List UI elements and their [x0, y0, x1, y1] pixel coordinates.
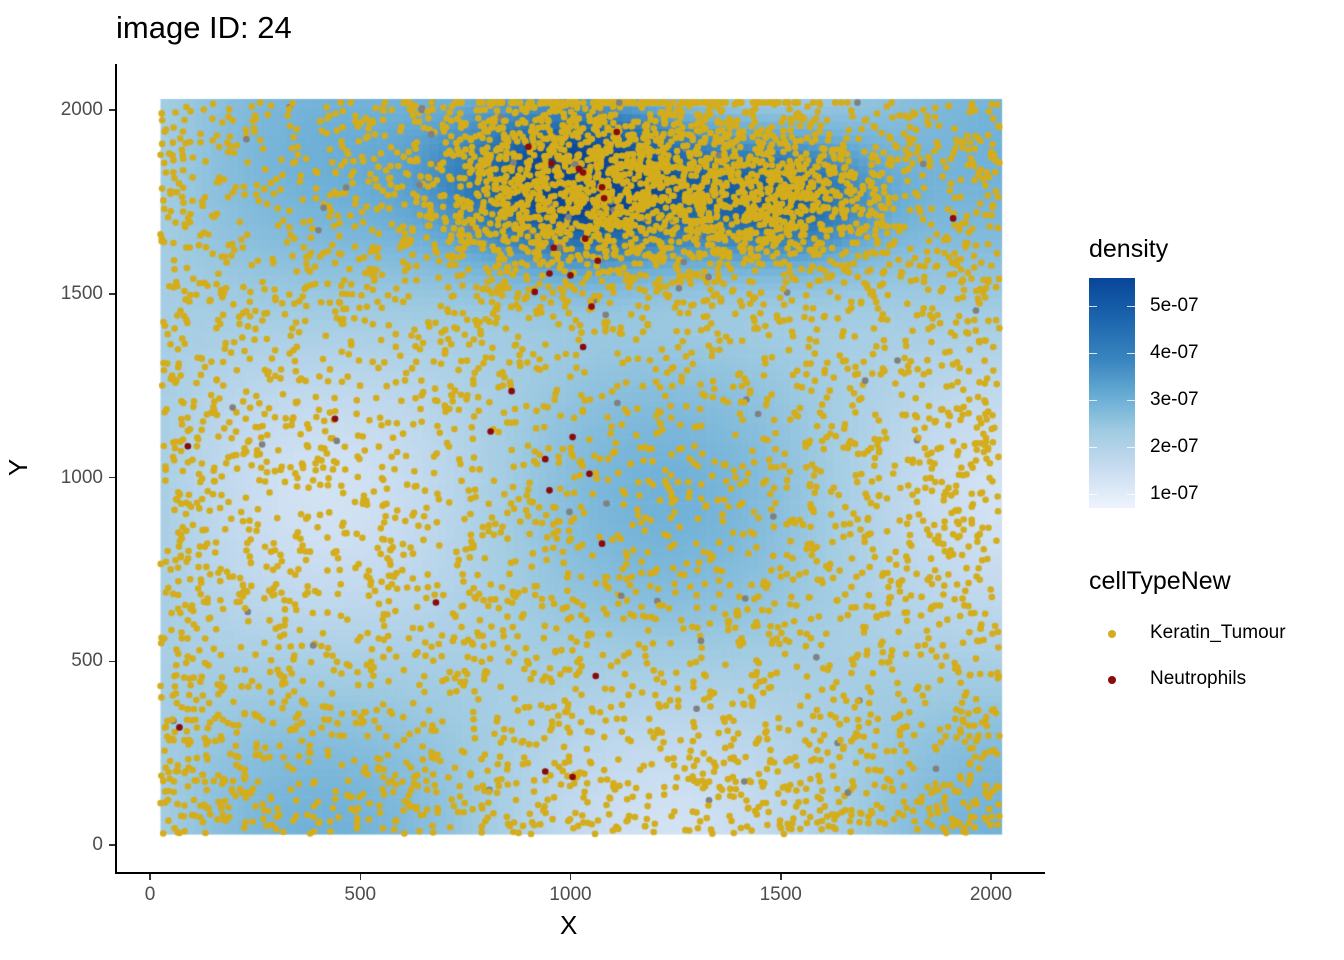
density-legend-label: 4e-07: [1150, 342, 1199, 363]
y-axis-line: [115, 64, 117, 873]
y-axis-title: Y: [3, 458, 34, 477]
density-legend-tick: [1089, 494, 1097, 495]
y-tick-label: 1000: [60, 466, 103, 488]
density-legend-tick: [1127, 447, 1135, 448]
x-tick-label: 1500: [759, 884, 802, 905]
x-tick-mark: [780, 874, 782, 880]
density-legend-tick: [1127, 306, 1135, 307]
x-tick-label: 1000: [549, 884, 592, 905]
y-tick-label: 500: [71, 650, 103, 672]
y-tick-mark: [109, 109, 115, 111]
x-tick-mark: [569, 874, 572, 880]
legend-neutrophils-dot: [1108, 676, 1116, 684]
x-tick-label: 2000: [969, 884, 1013, 905]
density-legend-tick: [1127, 353, 1135, 354]
density-colorbar: [1089, 278, 1135, 508]
x-tick-mark: [149, 874, 151, 880]
chart-title: image ID: 24: [116, 10, 292, 45]
y-tick-label: 2000: [60, 99, 103, 120]
y-tick-mark: [109, 660, 115, 662]
x-tick-label: 0: [144, 884, 156, 905]
celltype-legend-title: cellTypeNew: [1089, 567, 1231, 595]
density-legend-label: 2e-07: [1150, 436, 1199, 457]
x-tick-label: 500: [344, 884, 377, 905]
x-tick-mark: [359, 874, 361, 880]
density-legend-tick: [1089, 447, 1097, 448]
density-legend-tick: [1127, 400, 1135, 401]
y-tick-mark: [109, 476, 115, 479]
density-legend-tick: [1089, 306, 1097, 307]
density-legend-tick: [1127, 494, 1135, 495]
x-tick-mark: [990, 874, 992, 880]
y-tick-mark: [109, 293, 115, 295]
x-axis-title: X: [560, 910, 578, 940]
density-legend-title: density: [1089, 235, 1169, 263]
legend-neutrophils-label: Neutrophils: [1150, 668, 1247, 689]
y-tick-mark: [109, 844, 115, 846]
y-tick-label: 0: [92, 834, 103, 855]
legend-keratin-label: Keratin_Tumour: [1150, 622, 1286, 643]
density-legend-label: 1e-07: [1150, 483, 1199, 504]
y-tick-label: 1500: [60, 282, 103, 304]
density-legend-tick: [1089, 400, 1097, 401]
x-axis-line: [115, 872, 1045, 874]
density-legend-label: 5e-07: [1150, 295, 1199, 316]
legend-keratin-dot: [1108, 630, 1116, 638]
density-legend-tick: [1089, 353, 1097, 354]
density-legend-label: 3e-07: [1150, 389, 1199, 410]
